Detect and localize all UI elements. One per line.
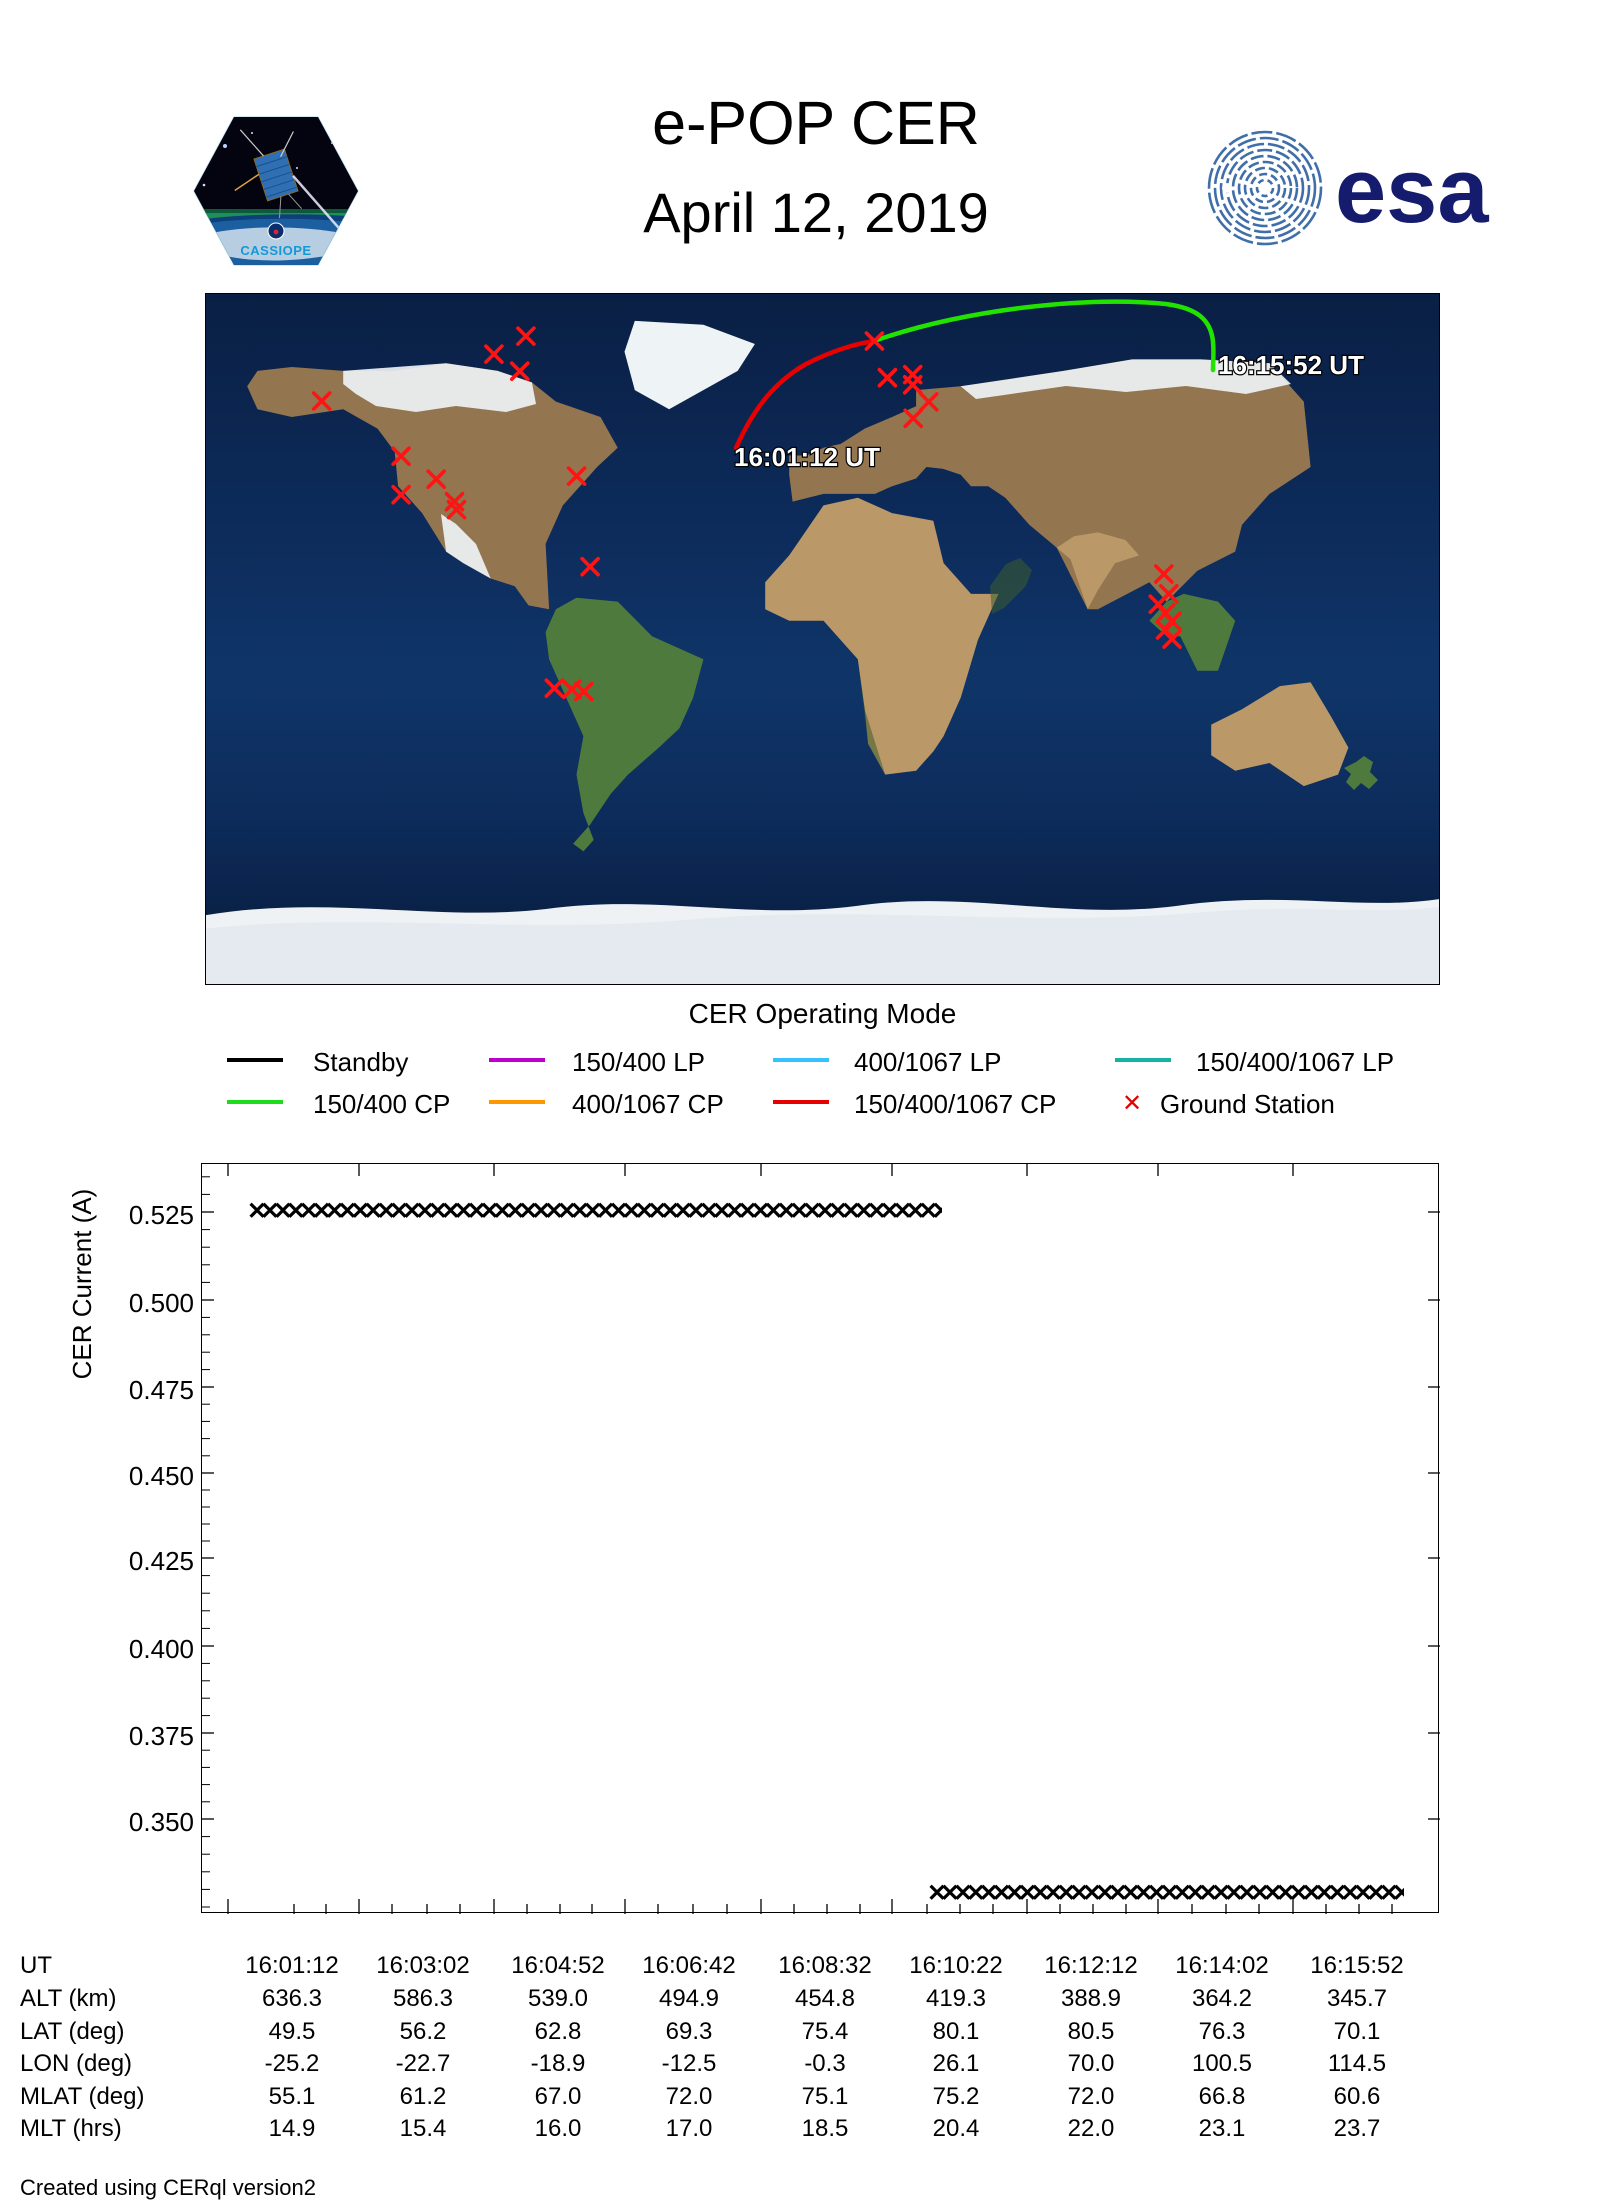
svg-text:16:15:52 UT: 16:15:52 UT [1218,350,1364,380]
svg-text:esa: esa [1335,140,1489,242]
svg-text:16:01:12 UT: 16:01:12 UT [734,442,880,472]
svg-text:CASSIOPE: CASSIOPE [240,243,311,258]
